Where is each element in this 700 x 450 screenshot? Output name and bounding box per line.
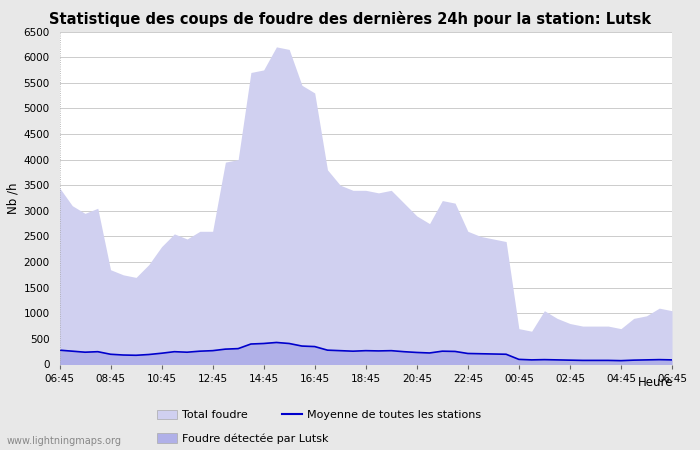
Text: www.lightningmaps.org: www.lightningmaps.org [7,436,122,446]
Legend: Foudre détectée par Lutsk: Foudre détectée par Lutsk [157,433,329,444]
Text: Statistique des coups de foudre des dernières 24h pour la station: Lutsk: Statistique des coups de foudre des dern… [49,11,651,27]
Text: Heure: Heure [638,376,673,389]
Y-axis label: Nb /h: Nb /h [6,182,20,214]
